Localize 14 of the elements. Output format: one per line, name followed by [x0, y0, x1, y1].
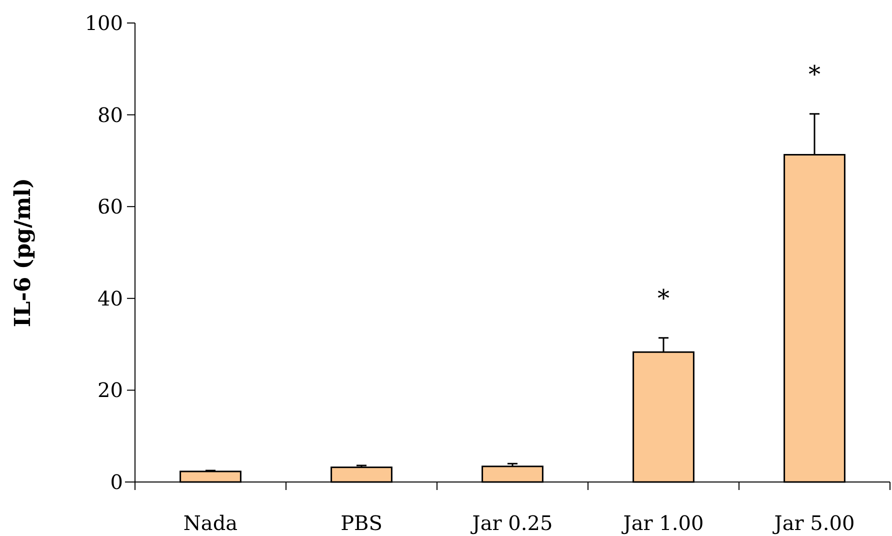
- x-tick-label: Jar 1.00: [621, 511, 704, 535]
- x-tick-label: Jar 0.25: [470, 511, 553, 535]
- y-tick-label: 80: [98, 102, 123, 127]
- y-tick-label: 100: [84, 11, 123, 35]
- annotation: *: [658, 284, 670, 312]
- y-tick-label: 20: [98, 378, 123, 402]
- x-tick-label: Jar 5.00: [772, 511, 855, 535]
- annotation: *: [808, 60, 820, 88]
- y-tick-label: 0: [110, 470, 123, 494]
- y-axis-title: IL-6 (pg/ml): [10, 178, 36, 328]
- y-tick-label: 40: [98, 286, 123, 310]
- y-tick-label: 60: [98, 194, 123, 219]
- x-tick-label: Nada: [183, 511, 238, 535]
- x-tick-label: PBS: [340, 511, 382, 535]
